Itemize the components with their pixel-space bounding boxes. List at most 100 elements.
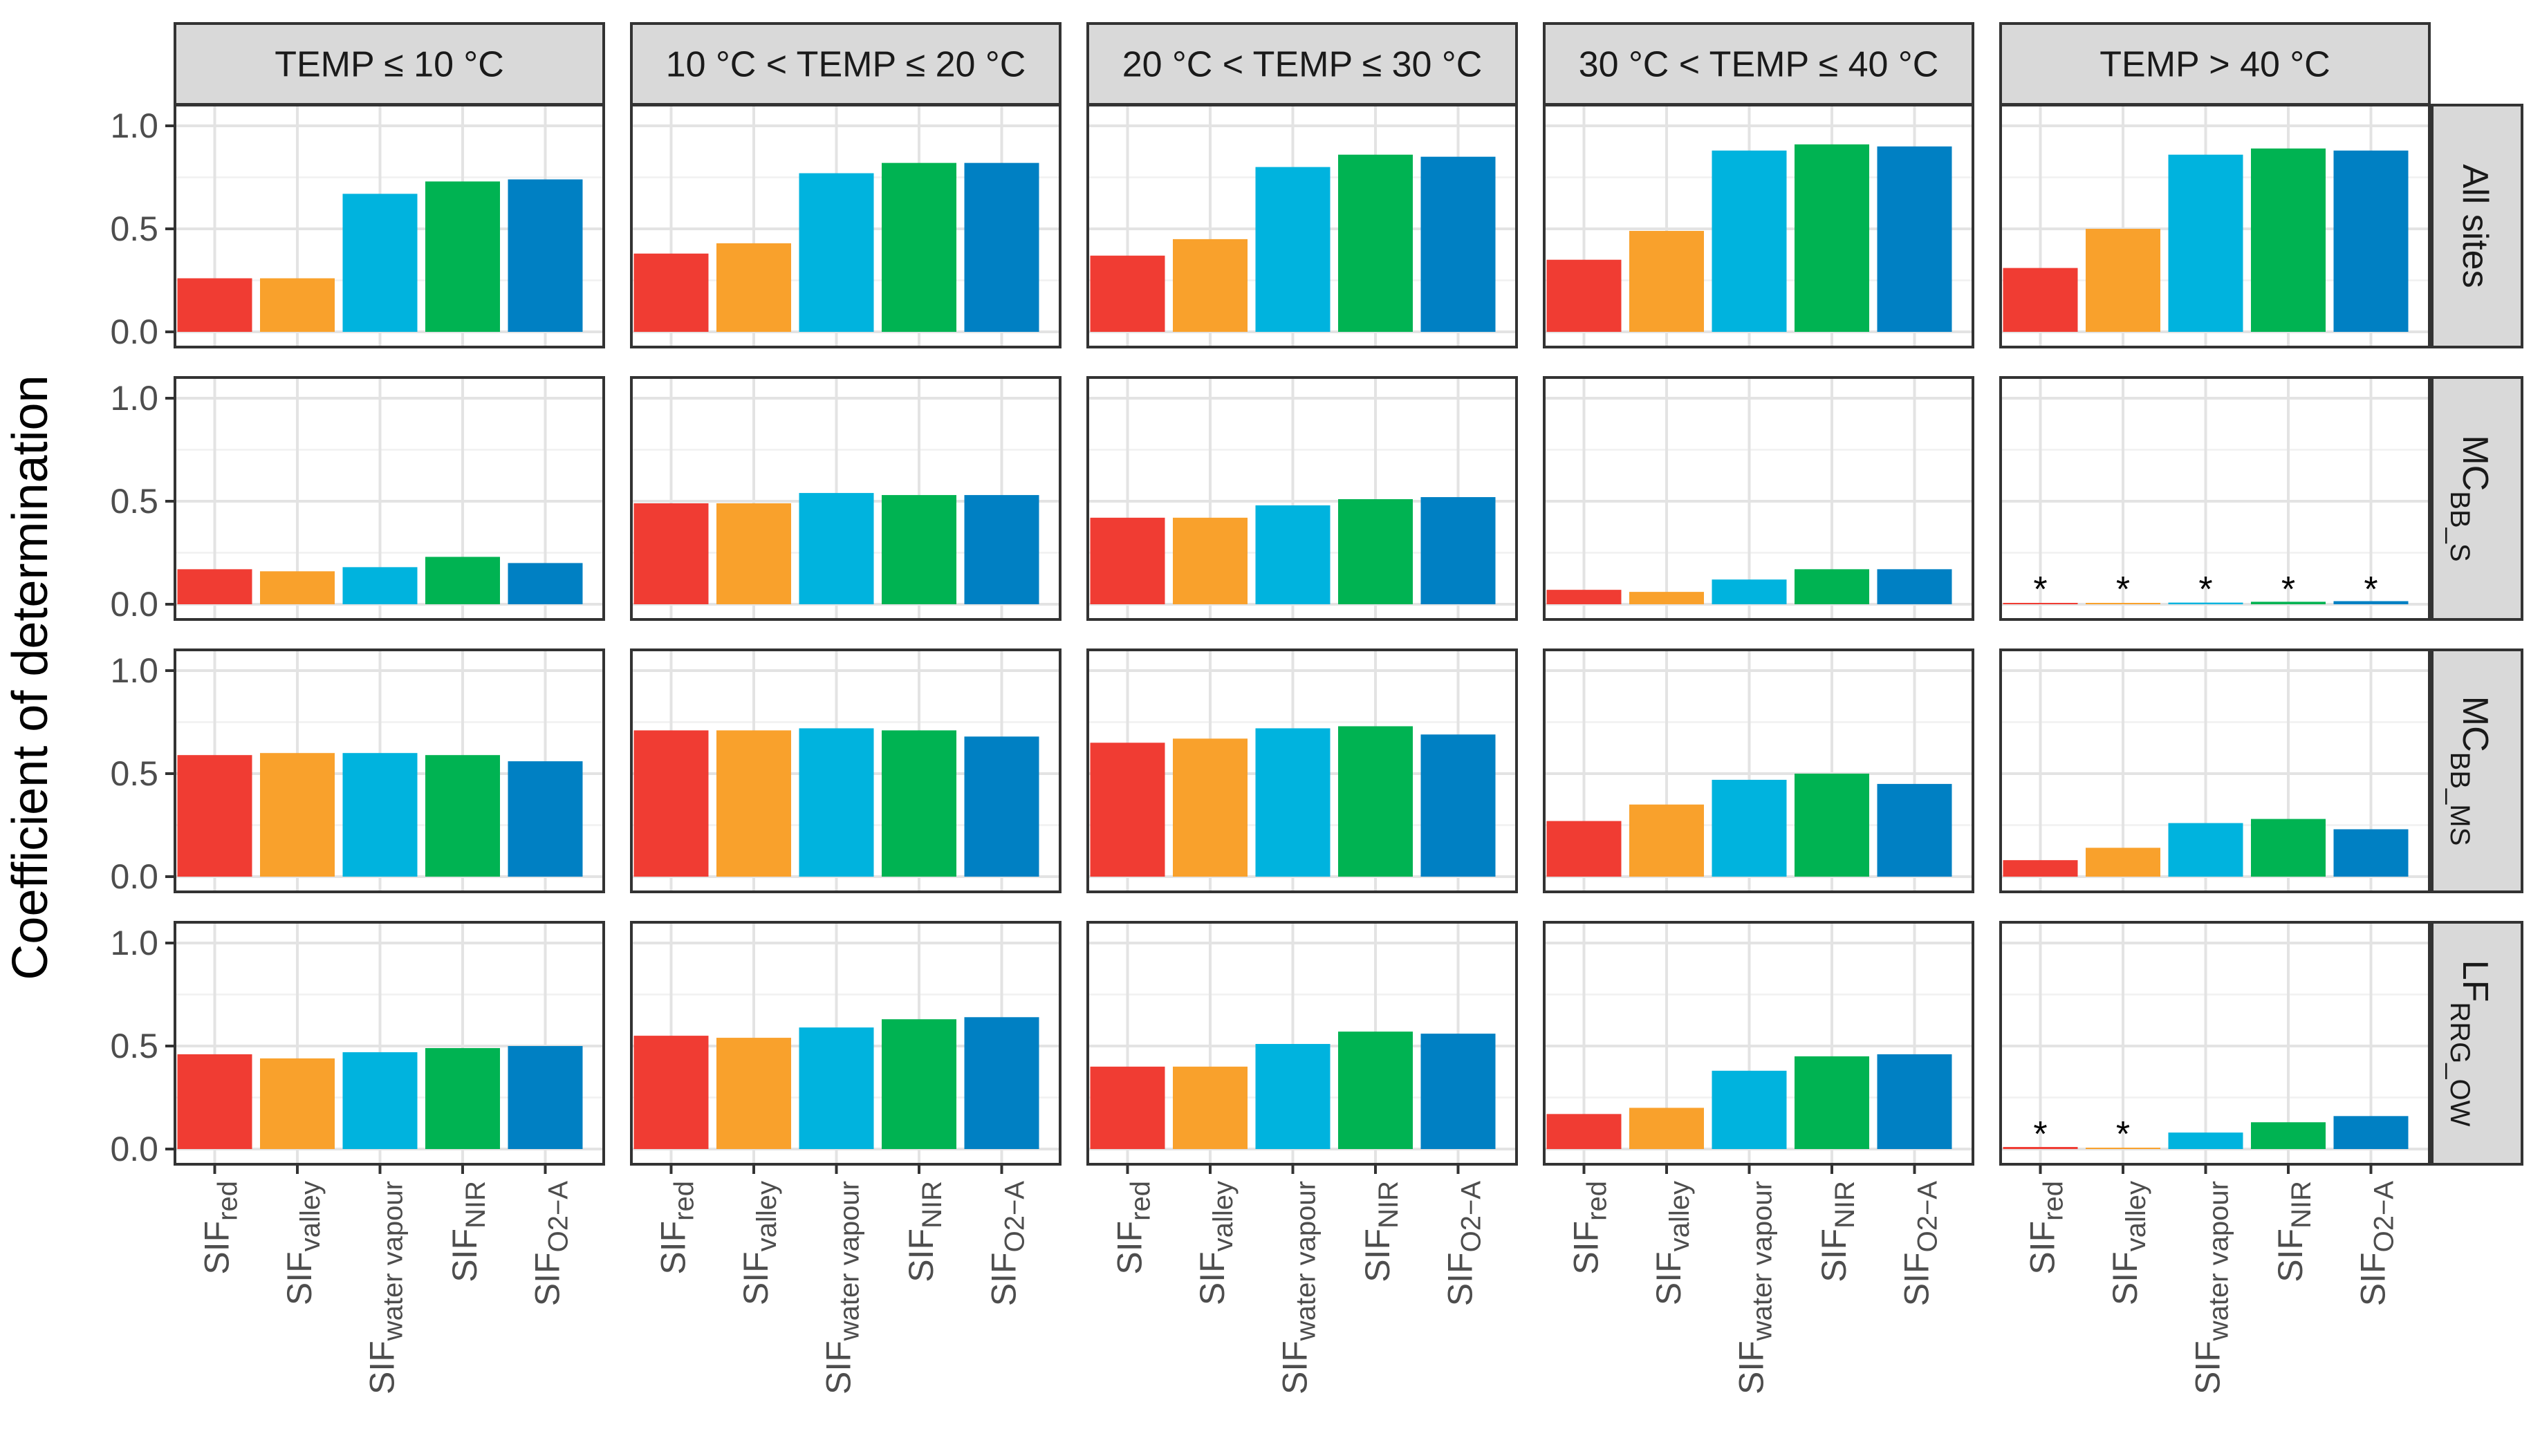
bar-mc-bb-s-c1-sif-red xyxy=(177,569,252,604)
column-strip-1 xyxy=(174,22,605,106)
x-label-sub: NIR xyxy=(1373,1181,1404,1229)
x-label-sub: NIR xyxy=(461,1181,491,1229)
x-label-sub: valley xyxy=(1208,1181,1239,1251)
x-label-sub: red xyxy=(1126,1181,1156,1221)
x-tick-label-sif-o2-a: SIFO2−A xyxy=(2354,1181,2400,1307)
bar-lf-rrg-ow-c1-sif-valley xyxy=(260,1058,335,1149)
bar-mc-bb-ms-c1-sif-nir xyxy=(425,755,500,877)
significance-marker: * xyxy=(2116,1114,2130,1155)
x-label-sub: red xyxy=(669,1181,700,1221)
y-tick-label: 0.5 xyxy=(110,754,158,793)
bar-mc-bb-ms-c1-sif-water-vapour xyxy=(342,753,418,877)
panel-r1-c5 xyxy=(1999,104,2431,348)
bar-lf-rrg-ow-c1-sif-o2-a xyxy=(508,1046,583,1149)
bar-lf-rrg-ow-c3-sif-valley xyxy=(1173,1066,1248,1149)
x-label-sub: red xyxy=(1582,1181,1613,1221)
x-tick-label-sif-water-vapour: SIFwater vapour xyxy=(819,1181,865,1394)
bar-mc-bb-s-c1-sif-nir xyxy=(425,557,500,604)
x-label-main: SIF xyxy=(654,1221,693,1275)
bar-mc-bb-ms-c2-sif-water-vapour xyxy=(799,728,874,877)
x-label-main: SIF xyxy=(736,1251,775,1305)
bar-all-sites-c3-sif-water-vapour xyxy=(1255,167,1331,332)
x-label-sub: water vapour xyxy=(1748,1181,1778,1341)
bar-mc-bb-s-c4-sif-water-vapour xyxy=(1712,579,1787,604)
panel-r4-c5: * * xyxy=(1999,921,2431,1166)
x-label-sub: NIR xyxy=(2286,1181,2317,1229)
row-strip-3 xyxy=(2431,648,2523,893)
x-label-sub: O2−A xyxy=(1913,1181,1943,1253)
x-tick-label-sif-nir: SIFNIR xyxy=(445,1181,491,1282)
x-label-sub: water vapour xyxy=(835,1181,865,1341)
x-tick-label-sif-valley: SIFvalley xyxy=(1193,1181,1239,1305)
bar-mc-bb-s-c4-sif-valley xyxy=(1629,592,1704,604)
x-tick-label-sif-red: SIFred xyxy=(2023,1181,2069,1275)
bar-mc-bb-s-c4-sif-red xyxy=(1546,590,1622,604)
bar-all-sites-c1-sif-water-vapour xyxy=(342,194,418,332)
bar-mc-bb-ms-c2-sif-valley xyxy=(716,730,791,877)
bar-mc-bb-s-c2-sif-red xyxy=(633,503,709,604)
x-label-sub: valley xyxy=(1665,1181,1695,1251)
bar-mc-bb-ms-c5-sif-red xyxy=(2003,860,2078,877)
x-tick-label-sif-o2-a: SIFO2−A xyxy=(528,1181,574,1307)
panel-r4-c4 xyxy=(1543,921,1974,1166)
panel-r4-c3 xyxy=(1086,921,1518,1166)
x-tick-label-sif-valley: SIFvalley xyxy=(280,1181,326,1305)
bar-mc-bb-ms-c1-sif-o2-a xyxy=(508,761,583,877)
bar-mc-bb-s-c5-sif-valley xyxy=(2086,603,2160,604)
x-label-main: SIF xyxy=(1111,1221,1149,1275)
bar-all-sites-c2-sif-red xyxy=(633,253,709,332)
x-label-sub: valley xyxy=(752,1181,782,1251)
panel-border xyxy=(174,376,605,621)
significance-marker: * xyxy=(2281,570,2295,610)
panel-r2-c5: * * * * * xyxy=(1999,376,2431,621)
x-tick-label-sif-valley: SIFvalley xyxy=(2106,1181,2151,1305)
bar-all-sites-c2-sif-water-vapour xyxy=(799,173,874,332)
bar-mc-bb-ms-c4-sif-water-vapour xyxy=(1712,779,1787,877)
x-label-sub: O2−A xyxy=(544,1181,574,1253)
column-strip-3 xyxy=(1086,22,1518,106)
x-label-main: SIF xyxy=(198,1221,237,1275)
bar-all-sites-c3-sif-nir xyxy=(1338,154,1413,332)
significance-marker: * xyxy=(2116,570,2130,610)
bar-lf-rrg-ow-c2-sif-valley xyxy=(716,1038,791,1149)
x-tick-label-sif-water-vapour: SIFwater vapour xyxy=(363,1181,409,1394)
bar-mc-bb-s-c2-sif-o2-a xyxy=(964,495,1039,604)
x-label-sub: water vapour xyxy=(378,1181,409,1341)
bar-mc-bb-ms-c5-sif-nir xyxy=(2251,819,2326,877)
x-tick-label-sif-o2-a: SIFO2−A xyxy=(985,1181,1030,1307)
bar-all-sites-c1-sif-o2-a xyxy=(508,179,583,332)
row-strip-1 xyxy=(2431,104,2523,348)
bar-lf-rrg-ow-c5-sif-water-vapour xyxy=(2168,1132,2243,1149)
panel-border xyxy=(174,921,605,1166)
x-label-main: SIF xyxy=(2023,1221,2062,1275)
column-label-5: TEMP > 40 °C xyxy=(2099,45,2330,85)
bar-all-sites-c2-sif-valley xyxy=(716,243,791,332)
panel-border xyxy=(1999,376,2431,621)
panel-r3-c2 xyxy=(630,648,1062,893)
x-label-main: SIF xyxy=(1358,1229,1397,1282)
column-label-4: 30 °C < TEMP ≤ 40 °C xyxy=(1579,45,1939,85)
panel-r4-c1 xyxy=(174,921,605,1166)
bar-mc-bb-ms-c1-sif-red xyxy=(177,755,252,877)
x-label-main: SIF xyxy=(280,1251,319,1305)
bar-mc-bb-ms-c3-sif-o2-a xyxy=(1420,734,1496,877)
x-tick-label-sif-valley: SIFvalley xyxy=(1649,1181,1695,1305)
panel-border xyxy=(1999,648,2431,893)
y-tick-label: 1.0 xyxy=(110,379,158,418)
bar-lf-rrg-ow-c2-sif-water-vapour xyxy=(799,1027,874,1149)
column-strips: TEMP ≤ 10 °C 10 °C < TEMP ≤ 20 °C 20 °C < … xyxy=(174,22,2431,106)
row-label-3: MCBB_MS xyxy=(2445,696,2495,846)
x-tick-label-sif-red: SIFred xyxy=(654,1181,700,1275)
x-label-main: SIF xyxy=(1815,1229,1853,1282)
panel-r1-c4 xyxy=(1543,104,1974,348)
panel-border xyxy=(1086,921,1518,1166)
bar-mc-bb-s-c3-sif-red xyxy=(1090,517,1165,604)
bar-all-sites-c3-sif-valley xyxy=(1173,239,1248,332)
bar-mc-bb-s-c2-sif-nir xyxy=(882,495,956,604)
bar-mc-bb-s-c4-sif-o2-a xyxy=(1877,569,1952,604)
panel-r3-c3 xyxy=(1086,648,1518,893)
row-strip-4 xyxy=(2431,921,2523,1166)
significance-marker: * xyxy=(2033,570,2047,610)
x-label-main: SIF xyxy=(445,1229,484,1282)
